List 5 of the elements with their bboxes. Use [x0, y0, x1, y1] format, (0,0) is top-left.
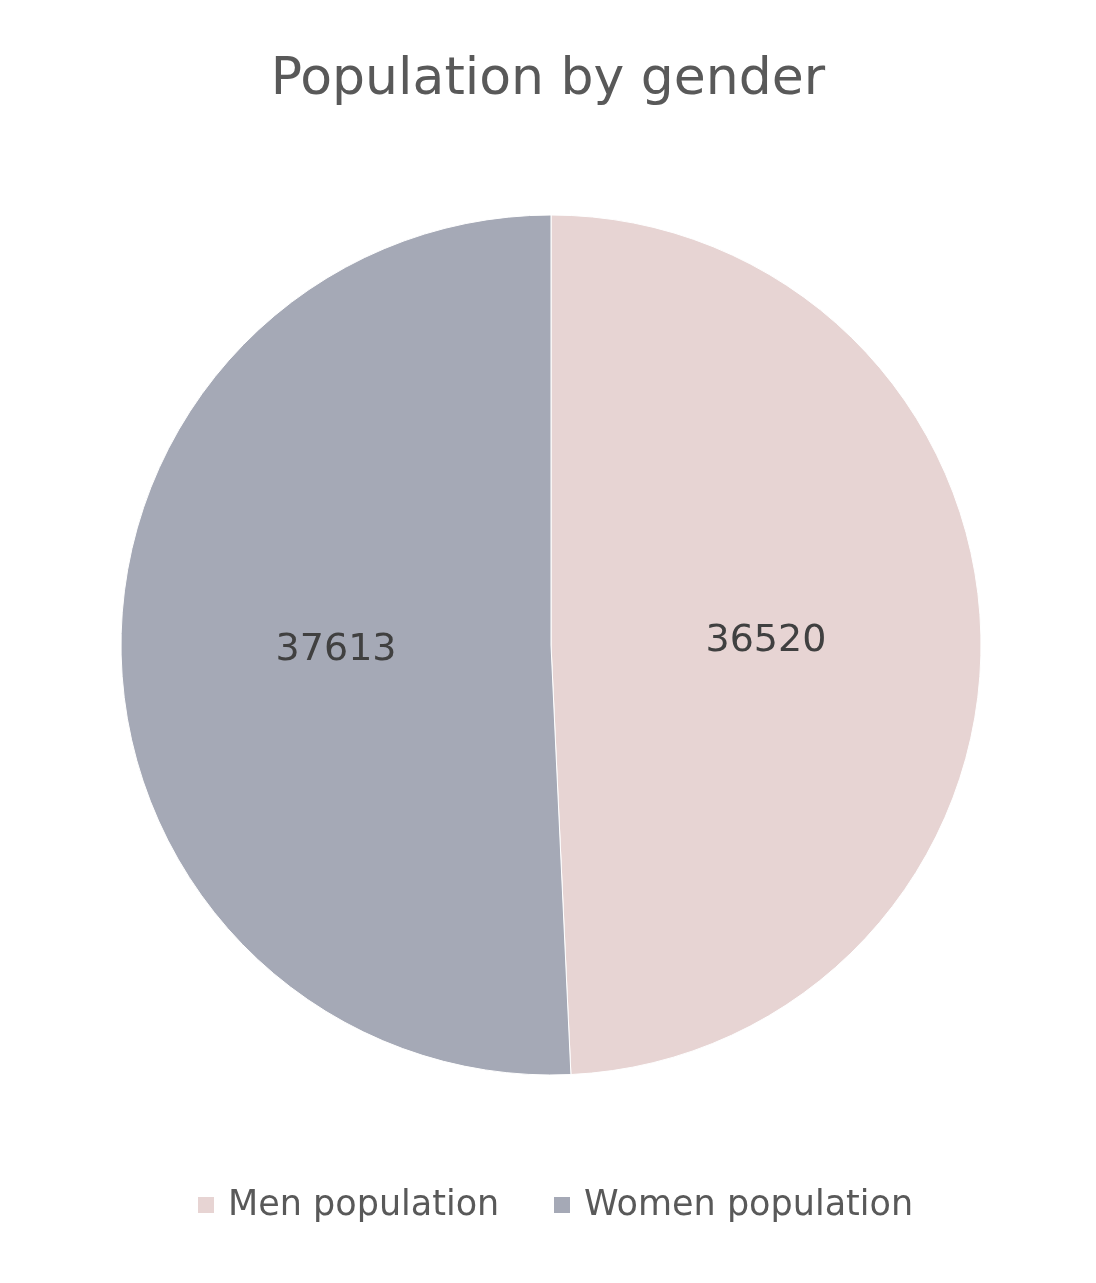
legend-label: Men population: [228, 1183, 500, 1223]
data-label: 37613: [275, 625, 397, 670]
data-label: 36520: [705, 615, 827, 660]
chart-title: Population by gender: [270, 46, 826, 106]
legend-label: Women population: [584, 1183, 914, 1223]
